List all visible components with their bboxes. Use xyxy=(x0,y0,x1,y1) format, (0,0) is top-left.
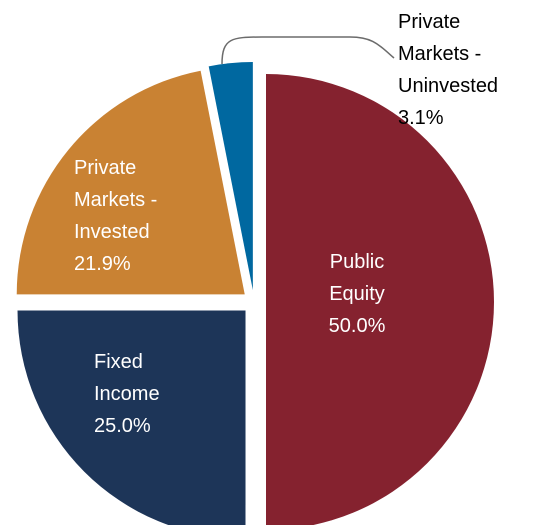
slice-label-private-markets-invested: Private Markets - Invested 21.9% xyxy=(74,157,157,275)
slice-label-line: Markets - xyxy=(74,189,157,211)
slice-value: 21.9% xyxy=(74,253,131,275)
slice-label-line: Private xyxy=(398,11,460,33)
slice-label-line: Invested xyxy=(74,221,150,243)
slice-label-private-markets-uninvested: Private Markets - Uninvested 3.1% xyxy=(398,11,498,129)
slice-label-fixed-income: Fixed Income 25.0% xyxy=(94,351,160,437)
slice-labels: Public Equity 50.0% Fixed Income 25.0% Private… xyxy=(74,11,498,437)
slice-label-line: Uninvested xyxy=(398,75,498,97)
slice-public-equity xyxy=(266,74,494,525)
slice-label-line: Equity xyxy=(329,283,385,305)
slice-fixed-income xyxy=(17,310,246,525)
slice-private-markets-uninvested xyxy=(208,62,253,291)
slice-value: 3.1% xyxy=(398,107,444,129)
slice-label-line: Income xyxy=(94,383,160,405)
slice-label-public-equity: Public Equity 50.0% xyxy=(329,251,386,337)
slice-label-line: Private xyxy=(74,157,136,179)
slice-label-line: Public xyxy=(330,251,384,273)
slice-private-markets-invested xyxy=(16,70,245,295)
slice-value: 50.0% xyxy=(329,315,386,337)
slice-label-line: Markets - xyxy=(398,43,481,65)
slice-value: 25.0% xyxy=(94,415,151,437)
uninvested-leader-line xyxy=(221,36,395,65)
pie-slices xyxy=(16,62,494,525)
slice-label-line: Fixed xyxy=(94,351,143,373)
